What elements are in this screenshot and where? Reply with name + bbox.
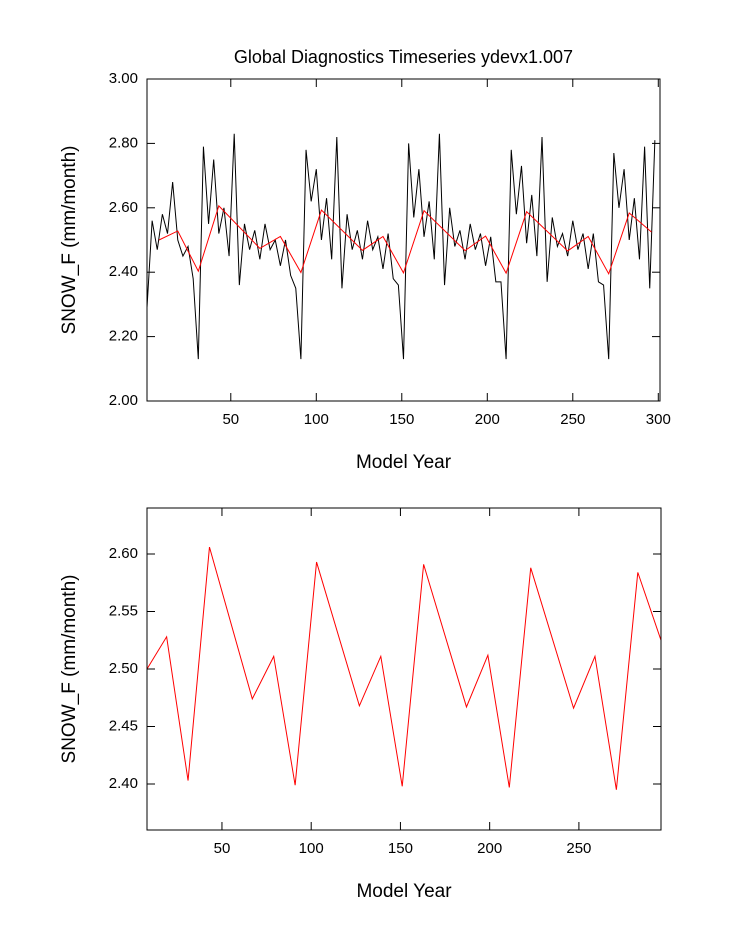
chart-title: Global Diagnostics Timeseries ydevx1.007 bbox=[234, 47, 573, 67]
y-tick-label: 2.40 bbox=[109, 263, 138, 280]
x-tick-label: 250 bbox=[566, 840, 591, 857]
plot-frame bbox=[146, 78, 661, 402]
x-tick-label: 200 bbox=[475, 411, 500, 428]
x-tick-label: 50 bbox=[214, 840, 231, 857]
plot-frame bbox=[146, 507, 662, 831]
x-tick-label: 100 bbox=[299, 840, 324, 857]
x-tick-label: 150 bbox=[388, 840, 413, 857]
y-tick-label: 2.40 bbox=[109, 775, 138, 792]
data-line bbox=[146, 133, 656, 360]
data-line bbox=[158, 204, 652, 276]
data-line bbox=[146, 546, 662, 790]
x-tick-label: 50 bbox=[222, 411, 239, 428]
y-axis-title: SNOW_F (mm/month) bbox=[59, 146, 80, 335]
y-tick-label: 2.00 bbox=[109, 392, 138, 409]
y-tick-label: 2.50 bbox=[109, 660, 138, 677]
x-tick-label: 300 bbox=[646, 411, 671, 428]
y-tick-label: 2.45 bbox=[109, 717, 138, 734]
x-axis-title: Model Year bbox=[356, 452, 452, 473]
x-tick-label: 100 bbox=[304, 411, 329, 428]
y-tick-label: 2.55 bbox=[109, 602, 138, 619]
x-tick-label: 200 bbox=[477, 840, 502, 857]
x-axis-title: Model Year bbox=[356, 881, 452, 902]
y-tick-label: 2.60 bbox=[109, 199, 138, 216]
x-tick-label: 250 bbox=[560, 411, 585, 428]
y-tick-label: 2.60 bbox=[109, 545, 138, 562]
y-axis-title: SNOW_F (mm/month) bbox=[59, 575, 80, 764]
y-tick-label: 3.00 bbox=[109, 70, 138, 87]
y-tick-label: 2.80 bbox=[109, 134, 138, 151]
x-tick-label: 150 bbox=[389, 411, 414, 428]
y-tick-label: 2.20 bbox=[109, 328, 138, 345]
